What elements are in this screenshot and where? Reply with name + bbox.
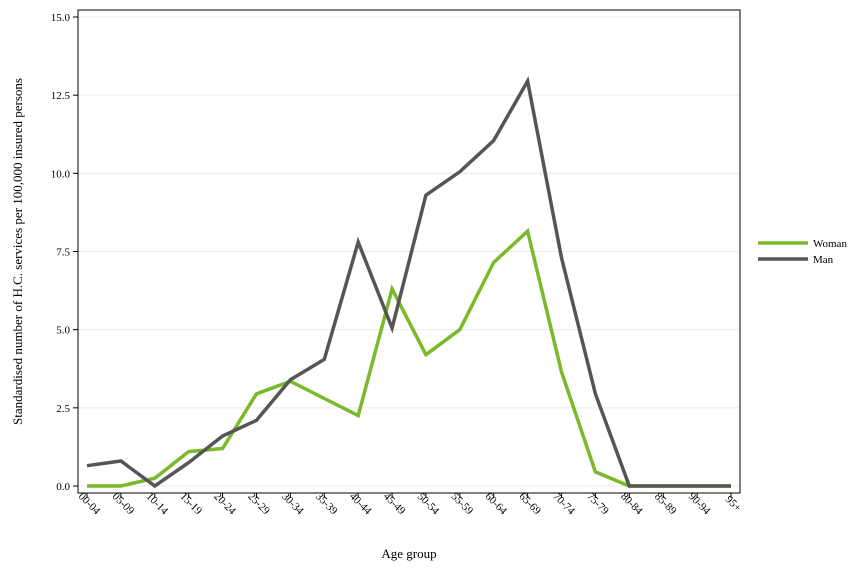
y-tick-label: 0.0 (56, 481, 70, 493)
y-axis-label: Standardised number of H.C. services per… (10, 78, 25, 425)
y-tick-label: 15.0 (51, 12, 71, 24)
y-tick-label: 2.5 (56, 403, 70, 415)
series-layer (86, 76, 731, 489)
x-axis-label: Age group (381, 546, 436, 561)
y-tick-label: 5.0 (56, 325, 70, 337)
y-tick-label: 10.0 (51, 168, 71, 180)
y-axis: 0.0 2.5 5.0 7.5 10.0 12.5 15.0 (51, 12, 78, 493)
y-tick-label: 12.5 (51, 90, 71, 102)
legend-label-man: Man (813, 254, 834, 266)
series-line-woman (87, 227, 731, 488)
gridlines (78, 16, 740, 487)
legend: Woman Man (758, 238, 847, 266)
y-tick-label: 7.5 (56, 247, 70, 259)
legend-label-woman: Woman (813, 238, 847, 250)
series-line-man (86, 76, 731, 489)
